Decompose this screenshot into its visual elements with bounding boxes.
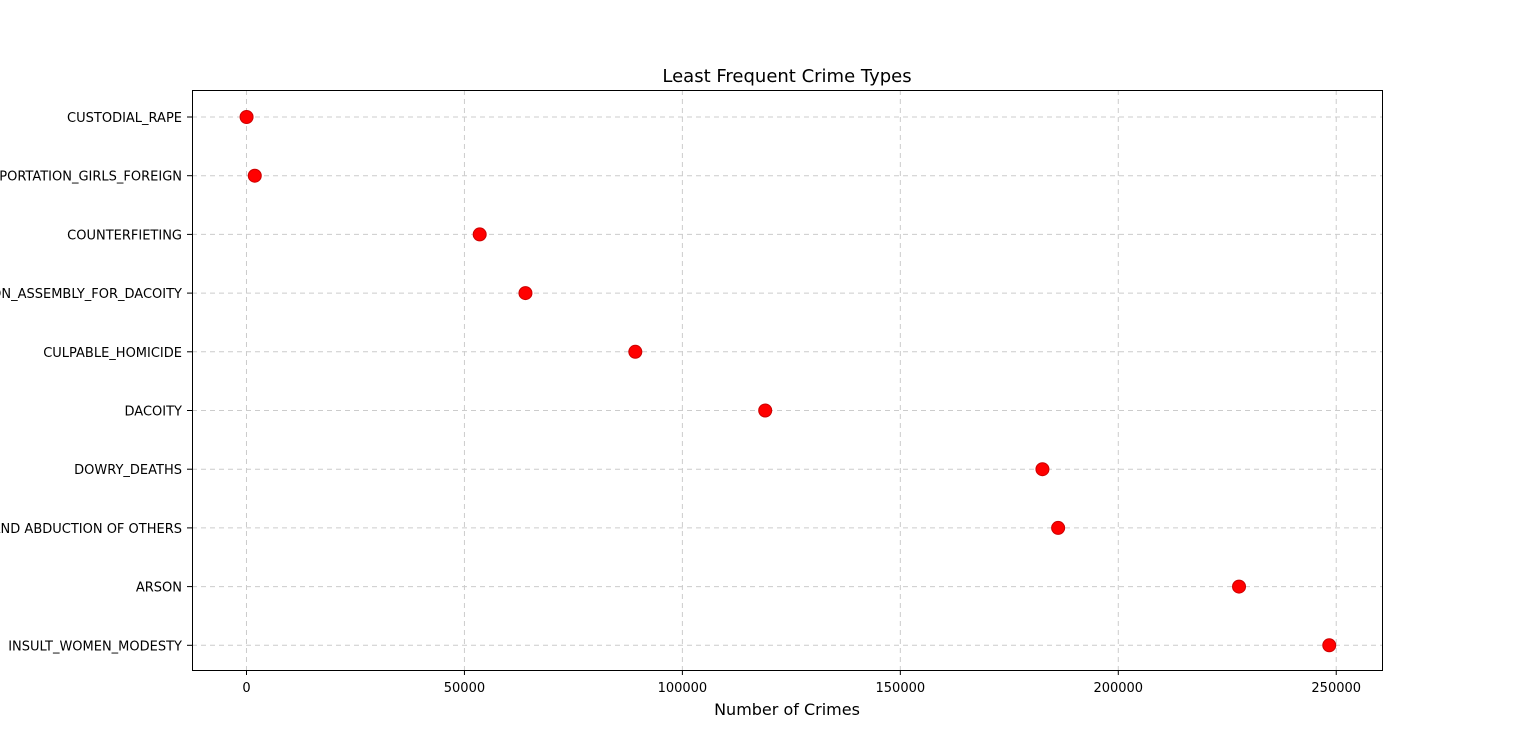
y-tick-label: KIDNAPPING AND ABDUCTION OF OTHERS xyxy=(0,522,182,537)
y-tick-label: CULPABLE_HOMICIDE xyxy=(43,346,182,361)
data-point xyxy=(472,227,487,242)
x-tick-label: 100000 xyxy=(658,681,708,696)
data-point xyxy=(628,344,643,359)
chart-title: Least Frequent Crime Types xyxy=(662,66,911,87)
x-axis-label: Number of Crimes xyxy=(714,700,860,719)
data-point xyxy=(518,286,533,301)
data-point xyxy=(758,403,773,418)
data-point xyxy=(1051,520,1066,535)
y-tick-label: CUSTODIAL_RAPE xyxy=(67,111,182,126)
data-point xyxy=(247,168,262,183)
x-tick-label: 0 xyxy=(242,681,250,696)
grid-layer xyxy=(192,90,1382,670)
y-tick-label: INSULT_WOMEN_MODESTY xyxy=(8,639,182,654)
y-tick-label: COUNTERFIETING xyxy=(67,228,182,243)
x-tick-label: 150000 xyxy=(876,681,926,696)
y-tick-label: DOWRY_DEATHS xyxy=(74,463,182,478)
data-points xyxy=(239,110,1337,653)
plot-frame xyxy=(192,90,1383,671)
data-point xyxy=(1035,462,1050,477)
x-axis: 0 50000 100000 150000 200000 250000 xyxy=(242,670,1361,696)
y-tick-label: ARSON xyxy=(136,581,182,596)
x-tick-label: 50000 xyxy=(444,681,485,696)
data-point xyxy=(1232,579,1247,594)
y-tick-label: DACOITY xyxy=(125,405,183,420)
data-point xyxy=(1322,638,1337,653)
y-tick-label: PREPARATION_ASSEMBLY_FOR_DACOITY xyxy=(0,287,182,302)
x-tick-label: 200000 xyxy=(1093,681,1143,696)
x-tick-label: 250000 xyxy=(1311,681,1361,696)
y-tick-label: IMPORTATION_GIRLS_FOREIGN xyxy=(0,170,182,185)
y-axis: CUSTODIAL_RAPE IMPORTATION_GIRLS_FOREIGN C… xyxy=(0,111,192,654)
data-point xyxy=(239,110,254,124)
